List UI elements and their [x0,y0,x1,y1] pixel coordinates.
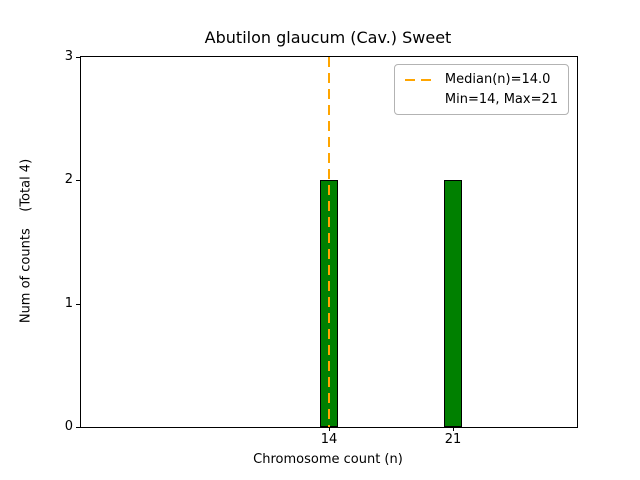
plot-area: Median(n)=14.0 Min=14, Max=21 14 21 0 1 2 3 [65,49,578,447]
legend: Median(n)=14.0 Min=14, Max=21 [393,64,569,115]
legend-spacer [405,99,437,101]
y-tick-label-3: 3 [64,49,73,64]
y-tick-3 [76,57,81,58]
legend-entry-minmax: Min=14, Max=21 [405,92,558,107]
y-tick-label-0: 0 [64,419,73,434]
y-tick-0 [76,427,81,428]
x-tick-label-21: 21 [444,432,462,447]
chart-title: Abutilon glaucum (Cav.) Sweet [204,28,452,47]
y-tick-label-1: 1 [64,295,73,311]
y-tick-2 [76,180,81,182]
y-tick-label-2: 2 [64,172,73,188]
x-tick-label-14: 14 [320,432,338,447]
y-tick-1 [76,303,81,305]
y-axis-label: Num of counts (Total 4) [18,158,34,324]
x-axis-label: Chromosome count (n) [253,452,403,467]
x-tick-14 [329,427,330,431]
legend-entry-median: Median(n)=14.0 [404,72,558,87]
x-tick-21 [453,427,454,431]
bar-21 [444,180,462,427]
legend-label-minmax: Min=14, Max=21 [444,92,558,107]
median-dashed-line-icon [404,78,437,81]
legend-label-median: Median(n)=14.0 [444,72,551,87]
median-line [328,57,330,427]
